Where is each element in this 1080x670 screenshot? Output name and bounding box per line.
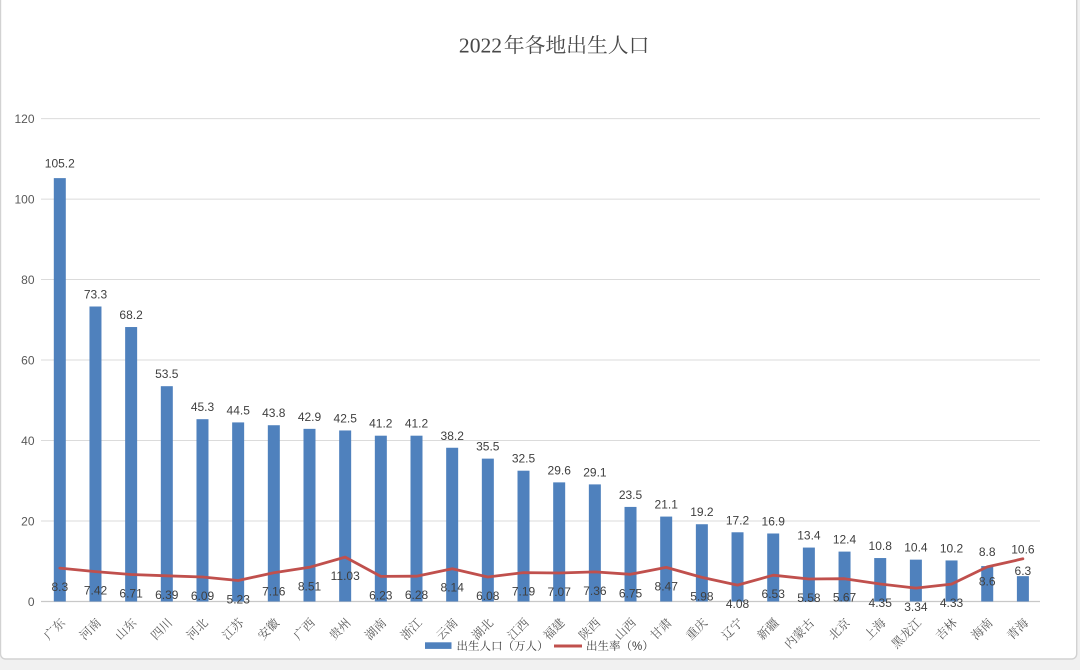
svg-text:5.23: 5.23 <box>227 593 251 607</box>
svg-text:42.5: 42.5 <box>334 412 358 426</box>
svg-text:10.6: 10.6 <box>1011 543 1035 557</box>
svg-text:8.47: 8.47 <box>655 579 679 593</box>
svg-text:6.09: 6.09 <box>191 589 215 603</box>
svg-text:5.98: 5.98 <box>690 589 714 603</box>
svg-text:41.2: 41.2 <box>405 417 429 431</box>
svg-text:43.8: 43.8 <box>262 406 286 420</box>
svg-text:41.2: 41.2 <box>369 417 393 431</box>
svg-text:6.75: 6.75 <box>619 586 643 600</box>
svg-text:45.3: 45.3 <box>191 400 215 414</box>
svg-text:42.9: 42.9 <box>298 410 322 424</box>
svg-text:3.34: 3.34 <box>904 600 928 614</box>
svg-text:60: 60 <box>21 353 35 367</box>
svg-text:4.33: 4.33 <box>940 596 964 610</box>
svg-text:40: 40 <box>21 434 35 448</box>
svg-text:120: 120 <box>14 112 34 126</box>
svg-text:2022: 2022 <box>459 33 502 57</box>
svg-text:7.36: 7.36 <box>583 584 607 598</box>
svg-text:11.03: 11.03 <box>331 569 360 583</box>
svg-text:80: 80 <box>21 273 35 287</box>
svg-text:13.4: 13.4 <box>797 529 821 543</box>
svg-text:7.16: 7.16 <box>262 585 286 599</box>
svg-text:6.28: 6.28 <box>405 588 429 602</box>
svg-text:29.6: 29.6 <box>548 463 572 477</box>
svg-text:6.3: 6.3 <box>1015 564 1032 578</box>
svg-text:5.58: 5.58 <box>797 591 821 605</box>
svg-text:12.4: 12.4 <box>833 533 857 547</box>
svg-text:19.2: 19.2 <box>690 505 714 519</box>
svg-text:68.2: 68.2 <box>119 308 143 322</box>
svg-text:6.53: 6.53 <box>762 587 786 601</box>
svg-text:10.8: 10.8 <box>869 539 893 553</box>
svg-text:6.08: 6.08 <box>476 589 500 603</box>
svg-text:53.5: 53.5 <box>155 367 179 381</box>
svg-text:%: % <box>632 641 642 653</box>
svg-text:6.39: 6.39 <box>155 588 179 602</box>
svg-text:105.2: 105.2 <box>45 157 75 171</box>
svg-text:20: 20 <box>21 514 35 528</box>
svg-text:29.1: 29.1 <box>583 465 607 479</box>
svg-text:8.14: 8.14 <box>441 581 465 595</box>
svg-text:8.8: 8.8 <box>979 545 996 559</box>
svg-text:38.2: 38.2 <box>441 429 465 443</box>
svg-text:7.42: 7.42 <box>84 584 108 598</box>
svg-text:16.9: 16.9 <box>762 515 786 529</box>
svg-text:35.5: 35.5 <box>476 440 500 454</box>
svg-text:8.51: 8.51 <box>298 579 322 593</box>
svg-text:4.08: 4.08 <box>726 597 750 611</box>
svg-text:10.4: 10.4 <box>904 541 928 555</box>
svg-text:21.1: 21.1 <box>655 498 679 512</box>
svg-text:7.07: 7.07 <box>548 585 572 599</box>
svg-text:6.23: 6.23 <box>369 588 393 602</box>
svg-text:8.6: 8.6 <box>979 574 996 588</box>
svg-text:32.5: 32.5 <box>512 452 536 466</box>
svg-text:8.3: 8.3 <box>51 580 68 594</box>
svg-text:17.2: 17.2 <box>726 513 750 527</box>
svg-text:10.2: 10.2 <box>940 542 964 556</box>
svg-text:44.5: 44.5 <box>227 403 251 417</box>
svg-text:4.35: 4.35 <box>869 596 893 610</box>
svg-text:6.71: 6.71 <box>119 587 143 601</box>
svg-text:23.5: 23.5 <box>619 488 643 502</box>
svg-text:100: 100 <box>14 193 34 207</box>
svg-text:5.67: 5.67 <box>833 591 857 605</box>
svg-text:0: 0 <box>28 595 35 609</box>
svg-text:73.3: 73.3 <box>84 288 108 302</box>
svg-text:7.19: 7.19 <box>512 585 536 599</box>
